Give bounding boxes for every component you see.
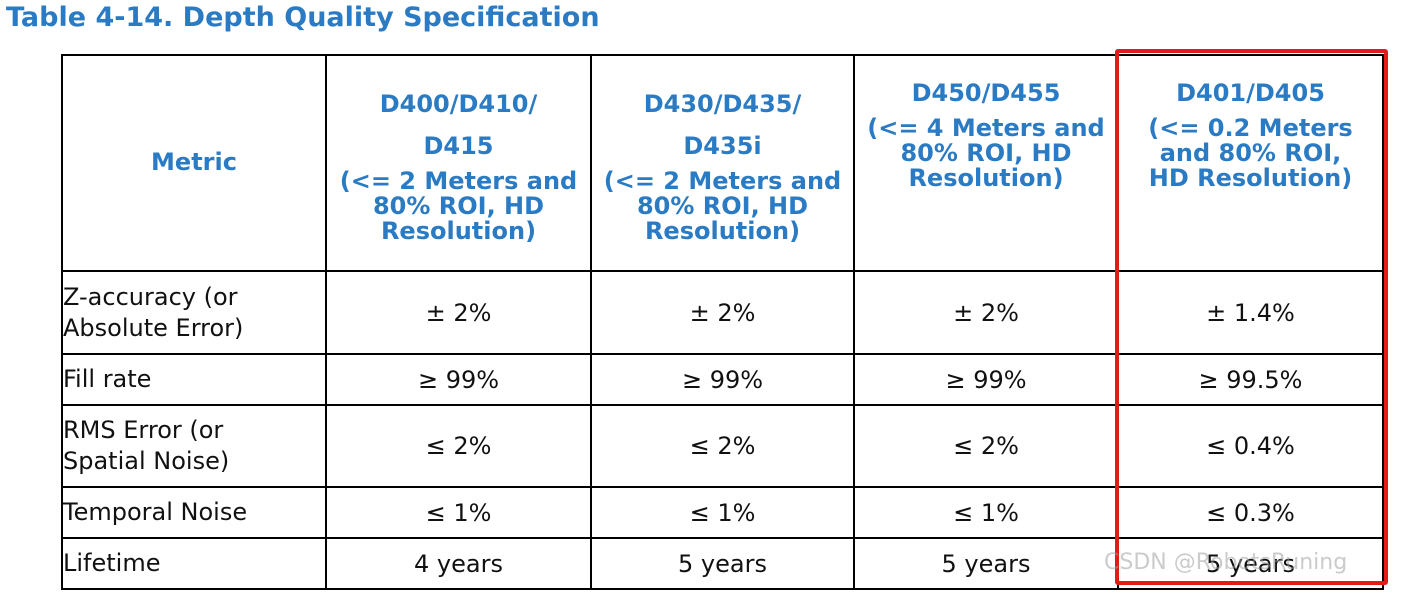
- value-cell: ≤ 1%: [853, 486, 1119, 539]
- value-cell: ≥ 99%: [590, 353, 855, 406]
- value-cell: ≥ 99.5%: [1117, 353, 1384, 406]
- header-col-d430: D430/D435/ D435i (<= 2 Meters and 80% RO…: [590, 54, 855, 272]
- header-col-d400-note1: (<= 2 Meters and: [339, 166, 578, 195]
- value-cell: ± 2%: [853, 270, 1119, 355]
- header-col-d430-note3: Resolution): [644, 216, 801, 245]
- value-cell: ± 1.4%: [1117, 270, 1384, 355]
- value-cell: ± 2%: [325, 270, 592, 355]
- header-col-d400-line1: D400/D410/: [379, 89, 538, 118]
- metric-cell: Fill rate: [61, 353, 327, 406]
- value-cell: 5 years: [590, 537, 855, 590]
- header-col-d450: D450/D455 (<= 4 Meters and 80% ROI, HD R…: [853, 54, 1119, 272]
- value-cell: ≤ 2%: [590, 404, 855, 488]
- header-col-d400: D400/D410/ D415 (<= 2 Meters and 80% ROI…: [325, 54, 592, 272]
- table-row: RMS Error (or Spatial Noise) ≤ 2% ≤ 2% ≤ …: [61, 404, 1384, 488]
- header-col-d450-note2: 80% ROI, HD: [900, 139, 1072, 167]
- table-row: Z-accuracy (or Absolute Error) ± 2% ± 2% …: [61, 270, 1384, 355]
- value-cell: ± 2%: [590, 270, 855, 355]
- header-col-d401-note3: HD Resolution): [1148, 164, 1353, 192]
- depth-quality-table: Metric D400/D410/ D415 (<= 2 Meters and …: [61, 54, 1384, 590]
- value-cell: ≤ 1%: [325, 486, 592, 539]
- value-cell: ≥ 99%: [325, 353, 592, 406]
- metric-label-line1: RMS Error (or: [63, 416, 224, 444]
- header-col-d450-note3: Resolution): [908, 164, 1064, 192]
- value-cell: ≤ 2%: [853, 404, 1119, 488]
- header-col-d450-line1: D450/D455: [911, 79, 1061, 107]
- header-col-d400-note3: Resolution): [380, 216, 537, 245]
- header-metric: Metric: [61, 54, 327, 272]
- header-col-d430-note2: 80% ROI, HD: [636, 191, 809, 220]
- header-col-d450-note1: (<= 4 Meters and: [867, 114, 1105, 142]
- value-cell: 5 years: [853, 537, 1119, 590]
- value-cell: 5 years: [1117, 537, 1384, 590]
- metric-cell: RMS Error (or Spatial Noise): [61, 404, 327, 488]
- table-row: Temporal Noise ≤ 1% ≤ 1% ≤ 1% ≤ 0.3%: [61, 486, 1384, 539]
- header-col-d401-note1: (<= 0.2 Meters: [1148, 114, 1353, 142]
- value-cell: ≤ 0.3%: [1117, 486, 1384, 539]
- header-col-d401-note2: and 80% ROI,: [1159, 139, 1342, 167]
- value-cell: ≤ 1%: [590, 486, 855, 539]
- value-cell: ≤ 2%: [325, 404, 592, 488]
- table-title: Table 4-14. Depth Quality Specification: [6, 2, 600, 33]
- table-header-row: Metric D400/D410/ D415 (<= 2 Meters and …: [61, 54, 1384, 272]
- metric-cell: Lifetime: [61, 537, 327, 590]
- header-col-d401: D401/D405 (<= 0.2 Meters and 80% ROI, HD…: [1117, 54, 1384, 272]
- metric-cell: Z-accuracy (or Absolute Error): [61, 270, 327, 355]
- table-row: Lifetime 4 years 5 years 5 years 5 years: [61, 537, 1384, 590]
- header-col-d401-line1: D401/D405: [1176, 79, 1325, 107]
- header-col-d430-line2: D435i: [683, 131, 762, 160]
- metric-label-line2: Spatial Noise): [63, 447, 230, 475]
- metric-label-line1: Z-accuracy (or: [63, 282, 238, 311]
- value-cell: ≤ 0.4%: [1117, 404, 1384, 488]
- metric-label-line2: Absolute Error): [63, 313, 244, 342]
- header-col-d400-line2: D415: [423, 131, 494, 160]
- header-col-d400-note2: 80% ROI, HD: [372, 191, 545, 220]
- value-cell: ≥ 99%: [853, 353, 1119, 406]
- value-cell: 4 years: [325, 537, 592, 590]
- table-row: Fill rate ≥ 99% ≥ 99% ≥ 99% ≥ 99.5%: [61, 353, 1384, 406]
- header-col-d430-note1: (<= 2 Meters and: [603, 166, 842, 195]
- metric-cell: Temporal Noise: [61, 486, 327, 539]
- header-col-d430-line1: D430/D435/: [643, 89, 802, 118]
